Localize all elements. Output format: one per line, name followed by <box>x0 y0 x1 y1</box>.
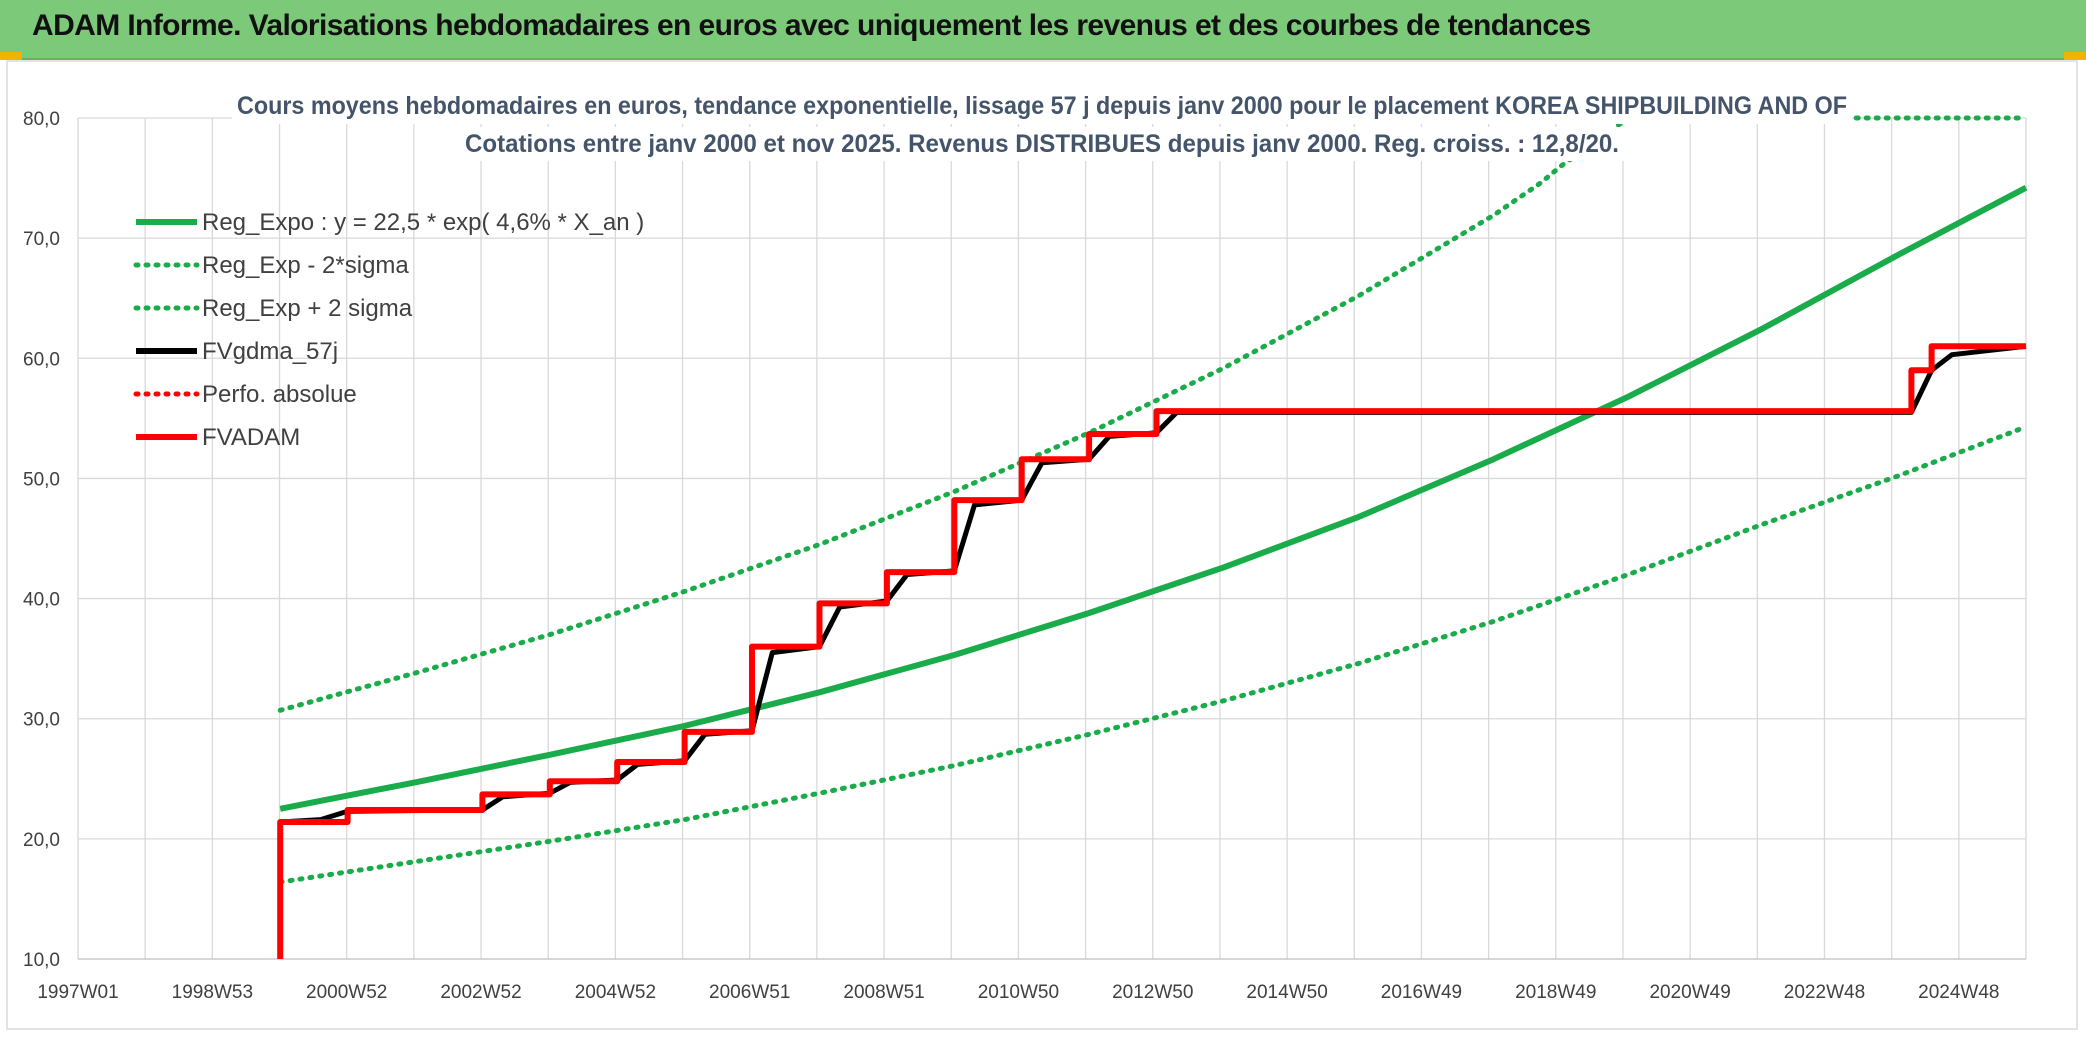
x-tick-label: 2008W51 <box>843 982 924 1003</box>
report-banner: ADAM Informe. Valorisations hebdomadaire… <box>0 0 2086 60</box>
y-tick-label: 50,0 <box>23 469 60 490</box>
x-tick-label: 2012W50 <box>1112 982 1193 1003</box>
x-tick-label: 2014W50 <box>1246 982 1327 1003</box>
x-tick-label: 2002W52 <box>440 982 521 1003</box>
legend-label: Reg_Expo : y = 22,5 * exp( 4,6% * X_an ) <box>202 209 644 236</box>
y-tick-label: 60,0 <box>23 349 60 370</box>
series-line <box>277 115 2029 713</box>
axis-ticks: 10,0 20,0 30,0 40,0 50,0 60,0 70,0 80,0 1997W01 1… <box>23 109 1999 1003</box>
y-tick-label: 70,0 <box>23 229 60 250</box>
report-title: ADAM Informe. Valorisations hebdomadaire… <box>32 9 1591 42</box>
x-tick-label: 2024W48 <box>1918 982 1999 1003</box>
y-tick-label: 30,0 <box>23 710 60 731</box>
legend-label: Reg_Exp - 2*sigma <box>202 252 409 279</box>
x-tick-label: 2010W50 <box>978 982 1059 1003</box>
grid-lines <box>77 117 2027 960</box>
x-tick-label: 2016W49 <box>1381 982 1462 1003</box>
chart-frame <box>6 60 2078 1030</box>
y-tick-label: 10,0 <box>23 950 60 971</box>
x-tick-label: 1997W01 <box>37 982 118 1003</box>
legend-label: Reg_Exp + 2 sigma <box>202 295 413 322</box>
x-tick-label: 2020W49 <box>1649 982 1730 1003</box>
y-tick-label: 40,0 <box>23 590 60 611</box>
x-tick-label: 2006W51 <box>709 982 790 1003</box>
series-layer <box>277 115 2029 960</box>
legend: Reg_Expo : y = 22,5 * exp( 4,6% * X_an )… <box>133 209 644 451</box>
chart-title: Cours moyens hebdomadaires en euros, ten… <box>237 92 1847 120</box>
x-tick-label: 2000W52 <box>306 982 387 1003</box>
x-tick-label: 2022W48 <box>1784 982 1865 1003</box>
series-line <box>279 185 2028 812</box>
chart-subtitle: Cotations entre janv 2000 et nov 2025. R… <box>465 130 1619 158</box>
x-tick-label: 2004W52 <box>575 982 656 1003</box>
y-tick-label: 80,0 <box>23 109 60 130</box>
x-tick-label: 1998W53 <box>172 982 253 1003</box>
legend-label: FVgdma_57j <box>202 338 338 365</box>
y-tick-label: 20,0 <box>23 830 60 851</box>
title-backdrop-1 <box>232 90 1852 124</box>
legend-label: FVADAM <box>202 424 300 451</box>
banner-corner-left <box>0 52 22 60</box>
legend-label: Perfo. absolue <box>202 381 357 408</box>
title-backdrop-2 <box>476 127 1640 161</box>
series-line <box>277 424 2029 885</box>
banner-corner-right <box>2064 52 2086 60</box>
x-tick-label: 2018W49 <box>1515 982 1596 1003</box>
